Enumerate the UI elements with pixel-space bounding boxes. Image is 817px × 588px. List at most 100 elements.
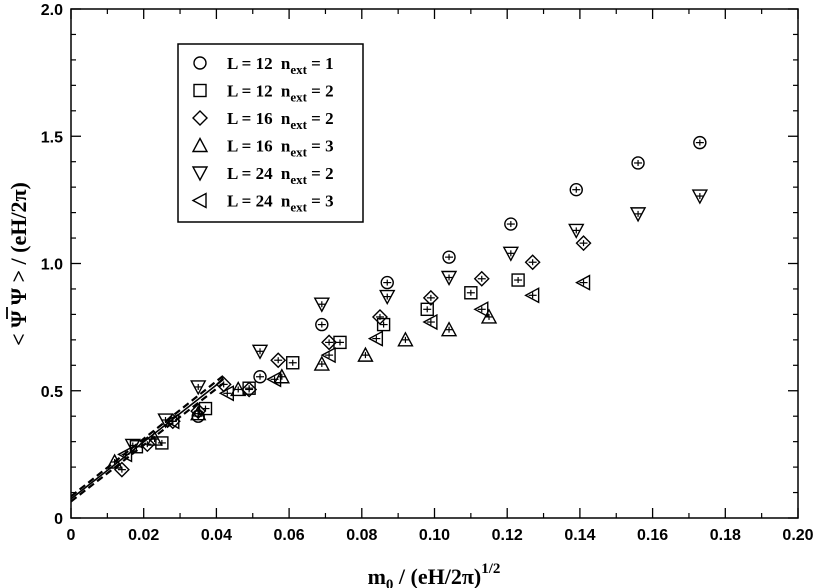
legend-marker-circle: [193, 56, 207, 70]
data-point-triangle-up: [313, 355, 330, 371]
data-point-diamond: [422, 289, 439, 306]
data-point-triangle-down: [124, 438, 141, 454]
fit-line-solid: [70, 378, 225, 500]
point-triangle-left: [218, 385, 235, 402]
point-square: [286, 356, 300, 370]
data-point-triangle-down: [568, 223, 585, 239]
data-point-triangle-left: [320, 346, 336, 364]
point-triangle-down: [124, 438, 141, 454]
point-triangle-up: [397, 331, 414, 347]
data-point-circle: [569, 182, 583, 197]
data-point-diamond: [270, 352, 287, 369]
y-tick-label: 1.5: [41, 129, 63, 146]
data-point-triangle-up: [146, 430, 163, 446]
point-triangle-down: [157, 413, 174, 429]
data-point-triangle-left: [164, 413, 180, 430]
point-square: [333, 335, 347, 350]
point-triangle-down: [190, 380, 207, 396]
point-triangle-up: [313, 355, 330, 371]
data-point-square: [376, 317, 391, 332]
x-tick-label: 0: [67, 527, 76, 544]
point-square: [464, 286, 478, 300]
point-square: [155, 436, 169, 450]
data-point-triangle-down: [251, 344, 269, 360]
legend-entry: L = 12 next = 2: [193, 82, 334, 105]
fit-line-dashed-lower: [70, 382, 225, 503]
data-point-diamond: [241, 381, 258, 398]
point-diamond: [575, 235, 592, 252]
legend: L = 12 next = 1 L = 12 next = 2 L = 16 nex…: [177, 43, 364, 223]
data-point-triangle-down: [190, 380, 207, 396]
data-point-square: [155, 436, 169, 450]
x-tick-label: 0.16: [637, 527, 668, 544]
data-point-triangle-up: [190, 405, 207, 421]
fit-line-dashed-upper: [70, 374, 225, 498]
point-triangle-left: [164, 413, 180, 430]
point-square: [511, 273, 525, 287]
point-triangle-up: [440, 321, 458, 337]
data-point-circle: [504, 217, 518, 231]
data-point-circle: [442, 250, 456, 264]
point-triangle-up: [357, 346, 374, 362]
data-point-circle: [693, 135, 707, 150]
data-point-triangle-up: [273, 368, 291, 384]
x-tick-label: 0.12: [492, 527, 523, 544]
legend-marker-triangle-left: [191, 192, 207, 209]
point-triangle-up: [480, 308, 498, 324]
data-point-triangle-left: [117, 446, 133, 463]
point-triangle-left: [524, 287, 540, 304]
y-tick-label: 1.0: [41, 257, 63, 274]
legend-entry: L = 24 next = 3: [191, 192, 334, 215]
data-point-circle: [253, 370, 267, 384]
legend-label: L = 16 next = 3: [227, 137, 334, 160]
point-diamond: [139, 436, 156, 453]
data-point-triangle-up: [440, 321, 458, 337]
point-triangle-down: [379, 289, 396, 306]
point-triangle-down: [691, 189, 709, 205]
x-tick-label: 0.06: [274, 527, 305, 544]
data-point-diamond: [473, 270, 490, 287]
legend-label: L = 12 next = 1: [227, 54, 334, 77]
data-point-diamond: [575, 235, 592, 252]
data-point-circle: [380, 275, 394, 290]
data-point-triangle-left: [524, 287, 540, 304]
legend-label: L = 12 next = 2: [227, 82, 334, 105]
x-tick-label: 0.02: [128, 527, 159, 544]
svg-text:< Ψ Ψ > / (eH/2π): < Ψ Ψ > / (eH/2π): [6, 182, 31, 346]
legend-entry: L = 24 next = 2: [191, 164, 334, 187]
point-diamond: [371, 308, 388, 325]
data-point-square: [464, 286, 478, 300]
point-circle: [693, 135, 707, 150]
x-axis-label: m0 / (eH/2π)1/2: [368, 561, 501, 588]
x-tick-label: 0.20: [782, 527, 813, 544]
point-diamond: [270, 352, 287, 369]
legend-entry: L = 16 next = 2: [192, 109, 334, 132]
point-triangle-down: [313, 297, 330, 313]
point-diamond: [190, 403, 207, 420]
data-point-square: [286, 356, 300, 370]
data-point-triangle-left: [422, 313, 438, 331]
data-point-triangle-up: [480, 308, 498, 324]
legend-marker-triangle-down: [191, 166, 209, 182]
data-point-triangle-left: [575, 274, 591, 291]
point-triangle-left: [575, 274, 591, 291]
data-point-square: [420, 302, 434, 317]
point-triangle-down: [568, 223, 585, 239]
point-triangle-up: [230, 381, 247, 397]
fit-lines: [70, 374, 225, 503]
point-triangle-down: [251, 344, 269, 360]
axis-ticks: [70, 8, 799, 519]
legend-entry: L = 16 next = 3: [191, 137, 334, 160]
y-axis-label: < Ψ Ψ > / (eH/2π): [6, 182, 31, 346]
legend-marker-triangle-up: [191, 137, 209, 153]
data-point-triangle-down: [379, 289, 396, 306]
legend-entry: L = 12 next = 1: [193, 54, 334, 77]
legend-box: [177, 43, 364, 223]
y-tick-label: 0: [54, 511, 63, 528]
data-point-circle: [315, 317, 329, 332]
data-points: [106, 135, 709, 478]
legend-marker-diamond: [192, 110, 208, 126]
data-point-triangle-up: [357, 346, 374, 362]
x-tick-label: 0.10: [419, 527, 450, 544]
